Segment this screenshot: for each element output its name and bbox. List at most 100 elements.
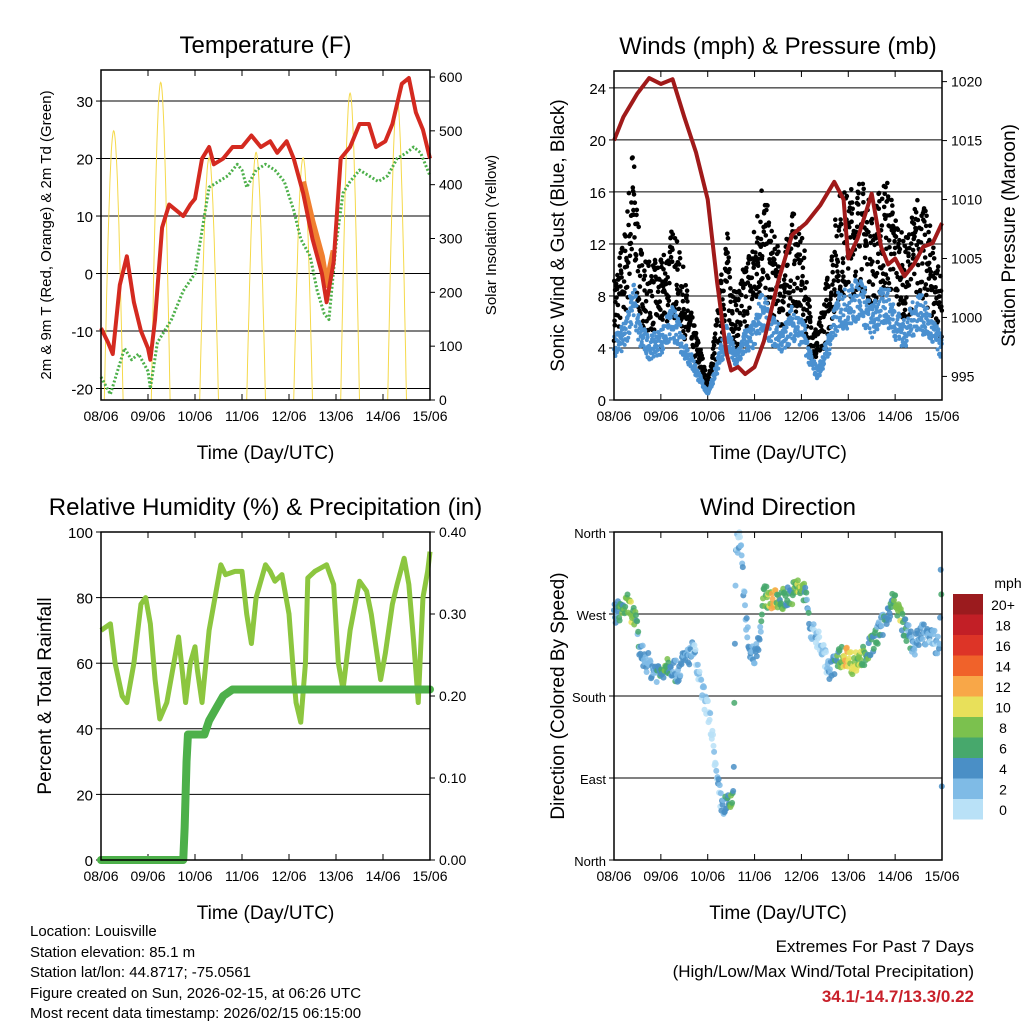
direction-point (905, 622, 912, 629)
direction-point (643, 669, 650, 675)
gust-point (928, 269, 934, 275)
gust-point (761, 229, 767, 234)
gust-point (659, 260, 665, 266)
wind-point (780, 347, 785, 352)
gust-point (897, 246, 903, 252)
wind-point (919, 293, 924, 298)
wind-point (934, 324, 939, 329)
wind-point (823, 345, 828, 349)
wind-point (639, 324, 643, 329)
gust-point (797, 252, 803, 257)
gust-point (680, 264, 686, 270)
y-axis-right-label: Station Pressure (Maroon) (999, 124, 1020, 347)
gust-point (927, 223, 933, 228)
wind-point (925, 318, 930, 323)
x-tick-label: 11/06 (738, 408, 772, 424)
wind-point (756, 301, 761, 306)
gust-point (813, 354, 819, 360)
direction-point (707, 710, 714, 717)
gust-point (824, 297, 829, 303)
wind-point (668, 315, 673, 320)
gust-point (658, 307, 663, 313)
y-tick-label: 10 (76, 209, 93, 226)
y-right-tick-label: 100 (439, 338, 463, 354)
wind-point (803, 327, 808, 332)
wind-point (873, 298, 878, 303)
gust-point (775, 244, 780, 249)
gust-point (735, 332, 741, 338)
direction-point (756, 636, 763, 643)
gust-point (882, 280, 888, 286)
gust-point (627, 271, 632, 277)
direction-point (738, 552, 745, 559)
x-tick-label: 12/06 (271, 408, 306, 424)
gust-point (661, 267, 666, 272)
wind-point (774, 328, 779, 333)
gust-point (852, 273, 858, 279)
legend-swatch (953, 614, 983, 635)
wind-point (869, 316, 874, 321)
y-tick-label: West (577, 608, 607, 623)
y-right-tick-label: 600 (439, 69, 463, 85)
gust-point (802, 248, 807, 253)
wind-point (858, 292, 863, 297)
y-tick-label: 60 (76, 656, 93, 673)
wind-point (911, 333, 916, 338)
gust-point (744, 265, 749, 271)
gust-point (915, 262, 921, 268)
wind-point (893, 334, 898, 339)
gust-point (829, 254, 835, 259)
direction-point (789, 601, 796, 608)
x-tick-label: 15/06 (412, 868, 447, 884)
y-tick-label: 0 (598, 393, 606, 410)
gust-point (631, 207, 636, 213)
gust-point (702, 367, 708, 373)
x-tick-label: 09/06 (643, 408, 678, 424)
solar-insolation-line (103, 129, 124, 401)
wind-point (882, 287, 887, 292)
direction-point (757, 623, 764, 630)
wind-point (751, 327, 756, 332)
gust-point (835, 269, 840, 274)
gust-point (930, 250, 936, 256)
gust-point (913, 210, 919, 215)
gust-point (635, 268, 641, 274)
x-axis-label: Time (Day/UTC) (709, 903, 847, 924)
gust-point (829, 257, 834, 263)
y-tick-label: 0 (85, 267, 93, 284)
gust-point (751, 229, 757, 235)
gust-point (914, 242, 920, 248)
direction-point (742, 602, 748, 609)
gust-point (714, 323, 719, 328)
wind-point (800, 330, 805, 335)
x-tick-label: 12/06 (784, 408, 819, 424)
wind-point (776, 321, 781, 326)
gust-point (766, 220, 772, 225)
gust-point (725, 250, 730, 256)
gust-point (799, 235, 805, 241)
gust-point (642, 273, 648, 279)
gust-point (793, 235, 798, 240)
extremes-block: Extremes For Past 7 Days (High/Low/Max W… (673, 934, 974, 1009)
wind-point (746, 348, 751, 353)
x-tick-label: 12/06 (271, 868, 306, 884)
gust-point (922, 219, 927, 224)
wind-point (636, 337, 641, 342)
gust-point (817, 320, 822, 325)
gust-point (787, 284, 793, 290)
gust-point (710, 362, 716, 367)
gust-point (924, 213, 929, 219)
direction-point (737, 534, 743, 540)
gust-point (860, 181, 866, 187)
plot-area (97, 551, 434, 864)
gust-point (676, 306, 682, 312)
wind-point (887, 287, 892, 292)
direction-point (861, 662, 868, 669)
wind-point (891, 302, 896, 307)
chart-title: Wind Direction (700, 494, 856, 521)
direction-point (838, 643, 845, 650)
gust-point (821, 329, 827, 335)
gust-point (856, 181, 862, 187)
gust-point (881, 204, 887, 210)
gust-point (853, 269, 859, 275)
